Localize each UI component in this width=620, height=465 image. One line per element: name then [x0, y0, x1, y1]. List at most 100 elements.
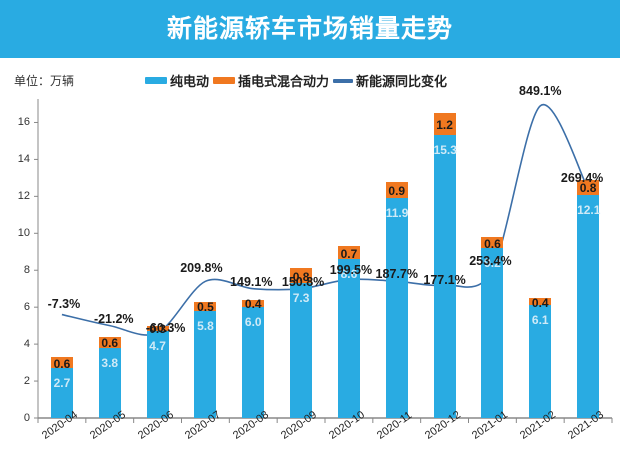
- legend-swatch-bev-icon: [145, 77, 167, 84]
- bar-segment-bev[interactable]: [529, 305, 552, 418]
- bar-value-label-bev: 9.2: [484, 256, 501, 271]
- bar-segment-phev[interactable]: [385, 181, 408, 199]
- bar-segment-bev[interactable]: [50, 368, 73, 418]
- bar-value-label-phev: 0.6: [484, 236, 501, 251]
- bar-value-label-bev: 7.3: [292, 291, 310, 306]
- yoy-line-layer: [61, 103, 589, 336]
- bar-value-label-phev: 0.4: [531, 295, 549, 310]
- bar-value-label-phev: 0.4: [244, 297, 262, 312]
- y-axis-tick-label: 10: [17, 227, 30, 240]
- yoy-percent-label: 187.7%: [375, 267, 418, 282]
- x-axis-labels: 2020-04 2020-05 2020-06 2020-07 2020-08 2020-…: [0, 409, 620, 465]
- yoy-percent-label: 149.1%: [230, 274, 273, 289]
- bar-value-label-phev: 1.2: [436, 118, 453, 133]
- bar-value-label-phev: 0.9: [388, 183, 406, 198]
- bar-segment-bev[interactable]: [337, 259, 360, 418]
- bar-value-label-bev: 4.7: [149, 339, 166, 354]
- y-axis-tick-label: 6: [23, 301, 30, 314]
- bar-group[interactable]: 11.9 0.9: [385, 104, 409, 418]
- legend-label-phev: 插电式混合动力: [238, 74, 330, 89]
- bar-segment-phev[interactable]: [481, 237, 504, 249]
- bar-group[interactable]: 6.1 0.4: [529, 104, 552, 418]
- bar-value-label-phev: 0.6: [53, 356, 71, 371]
- bar-segment-phev[interactable]: [433, 113, 456, 136]
- bar-group[interactable]: 4.7 0.3: [146, 104, 169, 418]
- y-axis-tick-label: 16: [17, 116, 30, 129]
- yoy-percent-label: 177.1%: [423, 273, 466, 287]
- bar-group[interactable]: 5.8 0.5: [194, 104, 217, 418]
- y-axis-tick-label: 0: [23, 412, 30, 424]
- bar-segment-phev[interactable]: [50, 357, 73, 369]
- bar-segment-phev[interactable]: [529, 297, 552, 306]
- bar-segment-phev[interactable]: [577, 179, 600, 195]
- bar-group[interactable]: 12.1 0.8: [577, 104, 601, 418]
- axis-layer: [34, 99, 613, 423]
- y-axis-tick-label: 14: [17, 153, 30, 166]
- legend-label-yoy: 新能源同比变化: [356, 74, 448, 89]
- bar-value-label-bev: 3.8: [101, 355, 119, 370]
- bar-segment-bev[interactable]: [194, 310, 217, 418]
- legend-item-yoy[interactable]: 新能源同比变化: [333, 71, 447, 90]
- bar-value-label-bev: 5.8: [197, 318, 214, 333]
- bar-segment-bev[interactable]: [242, 307, 265, 418]
- bar-value-label-bev: 11.9: [385, 206, 409, 221]
- yoy-percent-label: 253.4%: [469, 254, 512, 269]
- bar-value-label-bev: 8.6: [340, 267, 358, 282]
- bar-value-label-phev: 0.8: [292, 269, 310, 284]
- bar-value-label-phev: 0.8: [579, 181, 597, 196]
- legend-label-bev: 纯电动: [170, 74, 210, 89]
- y-axis-tick-label: 2: [23, 375, 30, 388]
- y-axis-tick-label: 4: [23, 338, 30, 351]
- bar-segment-phev[interactable]: [146, 325, 169, 332]
- bar-segment-phev[interactable]: [337, 246, 360, 260]
- bar-segment-phev[interactable]: [98, 336, 121, 348]
- yoy-change-line: [61, 103, 589, 336]
- bar-value-label-phev: 0.3: [149, 322, 166, 337]
- page-title: 新能源轿车市场销量走势: [166, 15, 453, 43]
- unit-label: 单位：万辆: [14, 74, 75, 88]
- header-banner: 新能源轿车市场销量走势: [0, 0, 620, 58]
- bar-group[interactable]: 9.2 0.6: [481, 104, 504, 418]
- bar-segment-bev[interactable]: [481, 248, 504, 418]
- yoy-percent-label: 269.4%: [560, 170, 604, 185]
- chart-legend: 纯电动 插电式混合动力 新能源同比变化: [145, 71, 447, 90]
- bar-value-label-bev: 2.7: [53, 376, 71, 391]
- yoy-percent-label: 199.5%: [329, 263, 373, 278]
- bar-value-label-bev: 15.3: [433, 143, 457, 158]
- yoy-percent-label: 849.1%: [519, 83, 562, 98]
- bar-segment-phev[interactable]: [290, 268, 313, 284]
- bar-segment-bev[interactable]: [577, 194, 600, 418]
- legend-item-phev[interactable]: 插电式混合动力: [213, 71, 329, 90]
- legend-item-bev[interactable]: 纯电动: [145, 71, 209, 90]
- y-axis-tick-label: 8: [23, 264, 30, 277]
- bar-segment-bev[interactable]: [290, 283, 313, 418]
- bar-segment-bev[interactable]: [146, 331, 169, 418]
- bar-segment-bev[interactable]: [98, 347, 121, 418]
- yoy-percent-label: 150.8%: [281, 274, 325, 289]
- bar-group[interactable]: 7.3 0.8: [290, 104, 313, 418]
- yoy-percent-label: -60.3%: [145, 321, 186, 336]
- bar-group[interactable]: 3.8 0.6: [98, 104, 121, 418]
- yoy-percent-label: 209.8%: [180, 261, 223, 276]
- bar-value-label-bev: 6.1: [531, 313, 549, 328]
- bar-segment-bev[interactable]: [385, 198, 408, 418]
- bar-value-label-phev: 0.5: [197, 300, 214, 315]
- y-axis-tick-label: 12: [17, 190, 30, 203]
- bar-value-label-bev: 6.0: [244, 315, 262, 330]
- yoy-percent-label: -21.2%: [93, 311, 134, 326]
- legend-swatch-phev-icon: [213, 77, 236, 84]
- bar-group[interactable]: 6.0 0.4: [242, 104, 265, 418]
- bar-group[interactable]: 15.3 1.2: [433, 104, 457, 418]
- bar-value-label-bev: 12.1: [577, 202, 601, 217]
- bar-segment-phev[interactable]: [242, 299, 265, 308]
- yoy-percent-label: -7.3%: [47, 296, 81, 311]
- legend-swatch-yoy-line-icon: [333, 78, 354, 83]
- plot-area: 0 2 4 6 8 10 12 14 16 2.7 0.6 3.8 0.6 4.7 0.3 5.8 0.5 6.…: [0, 84, 620, 426]
- bar-group[interactable]: 8.6 0.7: [337, 104, 360, 418]
- bar-group[interactable]: 2.7 0.6: [50, 104, 73, 418]
- bar-segment-phev[interactable]: [194, 301, 217, 311]
- bar-value-label-phev: 0.6: [101, 336, 119, 351]
- bar-segment-bev[interactable]: [433, 135, 456, 418]
- bar-value-label-phev: 0.7: [340, 246, 358, 261]
